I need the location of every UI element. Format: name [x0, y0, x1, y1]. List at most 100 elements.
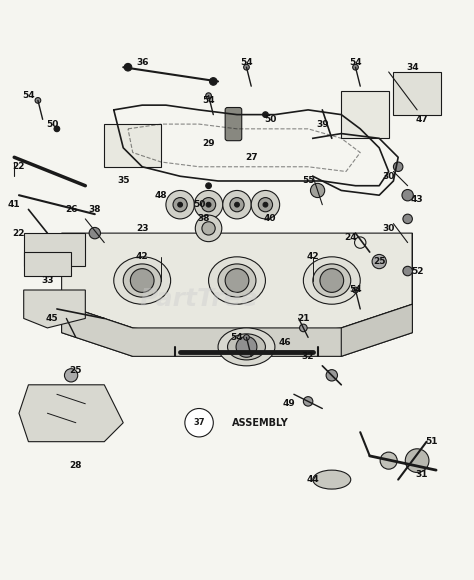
Circle shape	[405, 449, 429, 473]
Text: 41: 41	[8, 200, 20, 209]
Text: 43: 43	[411, 195, 423, 204]
Circle shape	[300, 324, 307, 332]
Text: 25: 25	[70, 366, 82, 375]
Text: 51: 51	[425, 437, 438, 446]
Text: ASSEMBLY: ASSEMBLY	[232, 418, 289, 427]
Text: 40: 40	[264, 215, 276, 223]
Text: 54: 54	[240, 58, 253, 67]
Text: 30: 30	[383, 172, 395, 181]
Circle shape	[173, 198, 187, 212]
Text: 50: 50	[264, 115, 276, 124]
Text: 31: 31	[416, 470, 428, 479]
Ellipse shape	[123, 264, 161, 297]
Circle shape	[64, 369, 78, 382]
Text: 54: 54	[202, 96, 215, 105]
Circle shape	[201, 198, 216, 212]
Circle shape	[403, 266, 412, 276]
Text: 50: 50	[193, 200, 205, 209]
Circle shape	[178, 202, 182, 207]
Polygon shape	[24, 252, 71, 276]
Circle shape	[310, 183, 325, 198]
Text: 44: 44	[307, 475, 319, 484]
Circle shape	[244, 335, 249, 340]
Ellipse shape	[114, 257, 171, 304]
Circle shape	[263, 112, 268, 118]
Polygon shape	[62, 233, 412, 338]
Text: 39: 39	[316, 119, 328, 129]
Circle shape	[393, 162, 403, 172]
Circle shape	[225, 269, 249, 292]
Circle shape	[223, 190, 251, 219]
Circle shape	[185, 408, 213, 437]
Text: 36: 36	[136, 58, 148, 67]
Text: 48: 48	[155, 191, 167, 200]
Circle shape	[130, 269, 154, 292]
Circle shape	[166, 190, 194, 219]
Circle shape	[326, 369, 337, 381]
Circle shape	[258, 198, 273, 212]
Ellipse shape	[303, 257, 360, 304]
Circle shape	[244, 64, 249, 70]
Circle shape	[402, 190, 413, 201]
Circle shape	[372, 255, 386, 269]
Circle shape	[235, 202, 239, 207]
Text: 42: 42	[307, 252, 319, 262]
Text: 21: 21	[297, 314, 310, 323]
Bar	[393, 72, 441, 115]
Text: 54: 54	[231, 333, 243, 342]
Polygon shape	[341, 233, 412, 356]
Bar	[341, 91, 389, 138]
Polygon shape	[24, 233, 85, 266]
Circle shape	[380, 452, 397, 469]
Text: 35: 35	[117, 176, 129, 186]
Ellipse shape	[218, 328, 275, 366]
Text: 37: 37	[193, 418, 205, 427]
Circle shape	[353, 287, 358, 293]
Text: 34: 34	[406, 63, 419, 72]
Circle shape	[210, 78, 217, 85]
Text: 52: 52	[411, 267, 423, 276]
Circle shape	[194, 190, 223, 219]
Text: 23: 23	[136, 224, 148, 233]
Text: 29: 29	[202, 139, 215, 147]
Circle shape	[89, 227, 100, 239]
Circle shape	[353, 64, 358, 70]
Polygon shape	[62, 304, 133, 356]
Text: 27: 27	[245, 153, 257, 162]
Text: 33: 33	[41, 276, 54, 285]
Text: 54: 54	[22, 91, 35, 100]
FancyBboxPatch shape	[225, 107, 242, 141]
Text: 28: 28	[70, 461, 82, 470]
Text: 38: 38	[198, 215, 210, 223]
Ellipse shape	[313, 470, 351, 489]
Ellipse shape	[218, 264, 256, 297]
Circle shape	[403, 214, 412, 224]
Text: 25: 25	[373, 257, 385, 266]
Polygon shape	[62, 304, 412, 356]
Circle shape	[320, 269, 344, 292]
Text: 54: 54	[349, 58, 362, 67]
Text: 47: 47	[416, 115, 428, 124]
Text: 24: 24	[345, 233, 357, 242]
Circle shape	[202, 222, 215, 235]
Text: 30: 30	[383, 224, 395, 233]
Text: 42: 42	[136, 252, 148, 262]
Circle shape	[195, 215, 222, 242]
Polygon shape	[24, 290, 85, 328]
Text: PartTree: PartTree	[140, 288, 258, 311]
Ellipse shape	[313, 264, 351, 297]
Bar	[104, 124, 161, 167]
Text: 55: 55	[302, 176, 314, 186]
Polygon shape	[19, 385, 123, 442]
Circle shape	[236, 336, 257, 357]
Circle shape	[35, 97, 41, 103]
Text: 26: 26	[65, 205, 77, 214]
Circle shape	[263, 202, 268, 207]
Text: 49: 49	[283, 399, 295, 408]
Text: 54: 54	[349, 285, 362, 295]
Text: 45: 45	[46, 314, 58, 323]
Text: 38: 38	[89, 205, 101, 214]
Text: 32: 32	[302, 352, 314, 361]
Circle shape	[206, 183, 211, 188]
Circle shape	[303, 397, 313, 406]
